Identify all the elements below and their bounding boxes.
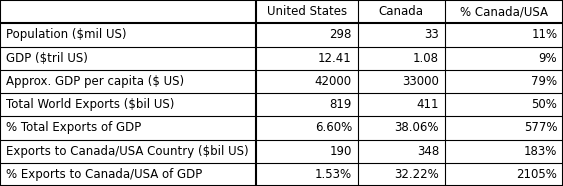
Text: 79%: 79% xyxy=(531,75,557,88)
Text: 819: 819 xyxy=(329,98,352,111)
Text: Exports to Canada/USA Country ($bil US): Exports to Canada/USA Country ($bil US) xyxy=(6,145,248,158)
Bar xyxy=(0,93,256,116)
Text: 32.22%: 32.22% xyxy=(395,168,439,181)
Text: % Total Exports of GDP: % Total Exports of GDP xyxy=(6,121,141,134)
Bar xyxy=(445,46,563,70)
Bar xyxy=(445,23,563,46)
Bar xyxy=(0,0,256,23)
Bar xyxy=(0,140,256,163)
Bar xyxy=(445,140,563,163)
Text: 411: 411 xyxy=(417,98,439,111)
Text: 183%: 183% xyxy=(524,145,557,158)
Bar xyxy=(256,163,358,186)
Bar xyxy=(358,0,445,23)
Bar xyxy=(358,116,445,140)
Bar xyxy=(445,116,563,140)
Bar xyxy=(256,46,358,70)
Text: % Exports to Canada/USA of GDP: % Exports to Canada/USA of GDP xyxy=(6,168,202,181)
Bar xyxy=(358,23,445,46)
Bar xyxy=(256,93,358,116)
Text: Canada: Canada xyxy=(379,5,423,18)
Text: 38.06%: 38.06% xyxy=(395,121,439,134)
Bar xyxy=(358,93,445,116)
Text: 9%: 9% xyxy=(539,52,557,65)
Text: 298: 298 xyxy=(329,28,352,41)
Text: 42000: 42000 xyxy=(315,75,352,88)
Text: 33000: 33000 xyxy=(403,75,439,88)
Text: 33: 33 xyxy=(425,28,439,41)
Bar xyxy=(256,23,358,46)
Text: 12.41: 12.41 xyxy=(318,52,352,65)
Bar xyxy=(0,163,256,186)
Text: 577%: 577% xyxy=(524,121,557,134)
Bar xyxy=(358,140,445,163)
Text: 50%: 50% xyxy=(531,98,557,111)
Bar xyxy=(256,70,358,93)
Bar xyxy=(0,116,256,140)
Text: 2105%: 2105% xyxy=(516,168,557,181)
Bar xyxy=(358,46,445,70)
Text: Total World Exports ($bil US): Total World Exports ($bil US) xyxy=(6,98,174,111)
Bar xyxy=(358,163,445,186)
Bar xyxy=(445,70,563,93)
Text: 190: 190 xyxy=(329,145,352,158)
Text: Approx. GDP per capita ($ US): Approx. GDP per capita ($ US) xyxy=(6,75,184,88)
Text: % Canada/USA: % Canada/USA xyxy=(460,5,548,18)
Bar xyxy=(0,46,256,70)
Text: United States: United States xyxy=(267,5,347,18)
Bar xyxy=(256,116,358,140)
Text: Population ($mil US): Population ($mil US) xyxy=(6,28,126,41)
Text: 11%: 11% xyxy=(531,28,557,41)
Text: 6.60%: 6.60% xyxy=(315,121,352,134)
Text: GDP ($tril US): GDP ($tril US) xyxy=(6,52,87,65)
Text: 1.53%: 1.53% xyxy=(315,168,352,181)
Bar xyxy=(445,163,563,186)
Bar xyxy=(256,0,358,23)
Bar xyxy=(0,70,256,93)
Text: 348: 348 xyxy=(417,145,439,158)
Bar xyxy=(256,140,358,163)
Bar xyxy=(358,70,445,93)
Bar xyxy=(0,23,256,46)
Bar xyxy=(445,93,563,116)
Bar xyxy=(445,0,563,23)
Text: 1.08: 1.08 xyxy=(413,52,439,65)
